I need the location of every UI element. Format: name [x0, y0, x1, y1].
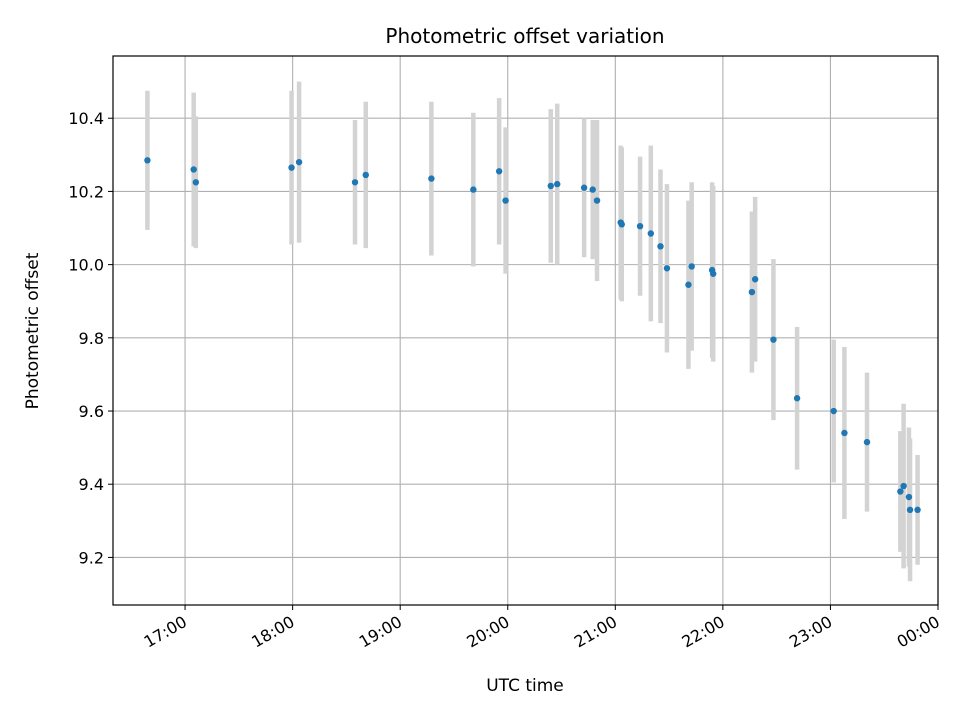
y-tick-label: 9.6	[79, 402, 104, 421]
data-point	[192, 179, 200, 186]
data-point	[647, 230, 655, 237]
data-point	[470, 186, 477, 193]
data-point	[288, 164, 295, 171]
data-point	[841, 429, 848, 437]
data-point	[547, 182, 554, 190]
data-point	[351, 179, 359, 186]
data-point	[830, 407, 837, 415]
data-point	[751, 276, 759, 283]
plot-frame	[112, 55, 939, 606]
data-point	[618, 221, 625, 228]
data-point	[428, 175, 435, 182]
data-point	[589, 186, 596, 193]
data-point	[914, 506, 921, 514]
data-point	[863, 438, 871, 446]
point-layer	[144, 157, 921, 514]
data-point	[793, 395, 801, 402]
x-axis-label: UTC time	[486, 676, 564, 696]
data-point	[580, 184, 588, 191]
data-point	[502, 197, 509, 204]
data-point	[905, 493, 913, 501]
data-point	[663, 265, 671, 272]
y-axis-label: Photometric offset	[23, 252, 43, 409]
data-point	[144, 157, 151, 164]
data-point	[688, 263, 695, 270]
chart-title: Photometric offset variation	[385, 24, 664, 48]
data-point	[900, 482, 907, 490]
y-tick-label: 9.8	[79, 329, 104, 348]
y-tick-label: 9.2	[79, 548, 104, 567]
y-tick-label: 10.0	[68, 256, 104, 275]
data-point	[748, 288, 756, 296]
data-point	[636, 222, 644, 230]
data-point	[190, 166, 197, 173]
data-point	[709, 270, 717, 277]
data-point	[897, 488, 904, 495]
data-point	[495, 168, 503, 175]
y-tick-label: 9.4	[79, 475, 104, 494]
data-point	[295, 158, 303, 166]
data-point	[362, 171, 369, 179]
data-point	[593, 197, 601, 204]
data-point	[770, 336, 777, 343]
y-tick-label: 10.2	[68, 182, 104, 201]
data-point	[554, 180, 561, 188]
data-point	[657, 243, 664, 250]
grid-layer	[113, 56, 939, 605]
data-point	[685, 281, 692, 288]
y-tick-label: 10.4	[68, 109, 104, 128]
data-point	[906, 506, 914, 514]
